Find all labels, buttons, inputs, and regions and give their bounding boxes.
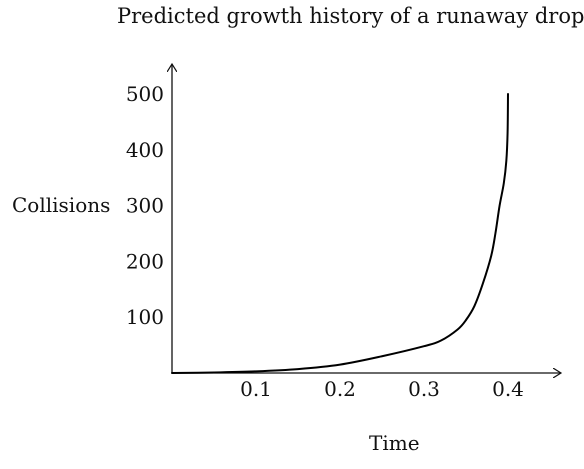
x-tick-label: 0.4 [492, 377, 524, 401]
x-tick-labels: 0.1 0.2 0.3 0.4 [240, 377, 524, 401]
y-tick-label: 100 [126, 305, 164, 329]
series-line-0 [171, 93, 509, 374]
y-tick-label: 300 [126, 194, 164, 218]
x-axis-label: Time [369, 431, 420, 455]
chart-title: Predicted growth history of a runaway dr… [117, 4, 584, 28]
y-tick-label: 200 [126, 249, 164, 273]
x-tick-label: 0.1 [240, 377, 272, 401]
series-layer [171, 93, 509, 374]
y-axis-label: Collisions [12, 193, 111, 217]
x-tick-label: 0.3 [408, 377, 440, 401]
y-tick-label: 500 [126, 82, 164, 106]
y-tick-label: 400 [126, 138, 164, 162]
y-tick-labels: 100 200 300 400 500 [126, 82, 164, 329]
x-tick-label: 0.2 [324, 377, 356, 401]
